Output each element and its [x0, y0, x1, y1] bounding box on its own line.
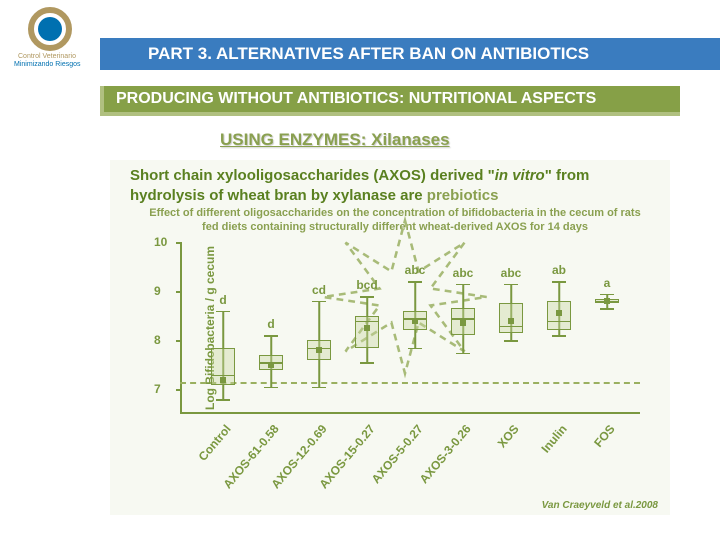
- significance-label: cd: [312, 283, 326, 297]
- y-tick-mark: [176, 389, 182, 391]
- boxplot-group: cd: [304, 242, 334, 414]
- chart-container: Short chain xylooligosaccharides (AXOS) …: [110, 160, 670, 515]
- y-tick-label: 7: [154, 382, 161, 396]
- y-tick-mark: [176, 291, 182, 293]
- topic-banner-text: PRODUCING WITHOUT ANTIBIOTICS: NUTRITION…: [116, 90, 596, 108]
- y-tick-label: 10: [154, 235, 167, 249]
- significance-label: d: [267, 317, 274, 331]
- whisker-cap-top: [408, 281, 422, 283]
- significance-label: a: [604, 276, 611, 290]
- mean-marker: [556, 310, 562, 316]
- significance-label: abc: [405, 263, 426, 277]
- mean-marker: [508, 318, 514, 324]
- section-banner-text: PART 3. ALTERNATIVES AFTER BAN ON ANTIBI…: [148, 44, 589, 64]
- whisker-cap-top: [264, 335, 278, 337]
- chart-title-italic: in vitro: [495, 167, 545, 184]
- boxplot-group: bcd: [352, 242, 382, 414]
- logo-dot-icon: [38, 17, 62, 41]
- chart-title-keyword: prebiotics: [427, 187, 499, 204]
- chart-title: Short chain xylooligosaccharides (AXOS) …: [130, 166, 660, 205]
- citation: Van Craeyveld et al.2008: [542, 500, 658, 511]
- whisker-cap-top: [552, 281, 566, 283]
- boxplot-group: abc: [400, 242, 430, 414]
- logo-text-2: Minimizando Riesgos: [14, 61, 81, 68]
- mean-marker: [316, 347, 322, 353]
- whisker-cap-top: [360, 296, 374, 298]
- significance-label: bcd: [356, 278, 377, 292]
- whisker-cap-top: [216, 311, 230, 313]
- chart-subtitle: Effect of different oligosaccharides on …: [140, 206, 650, 235]
- median-line: [355, 321, 379, 323]
- whisker-cap-bottom: [408, 348, 422, 350]
- chart-title-part1: Short chain xylooligosaccharides (AXOS) …: [130, 167, 495, 184]
- whisker-cap-top: [600, 294, 614, 296]
- boxplot-group: d: [208, 242, 238, 414]
- y-tick-label: 9: [154, 284, 161, 298]
- significance-label: abc: [453, 266, 474, 280]
- mean-marker: [460, 320, 466, 326]
- whisker-cap-top: [312, 301, 326, 303]
- logo-text-1: Control Veterinario: [18, 53, 76, 60]
- y-axis: [180, 242, 182, 414]
- whisker-cap-bottom: [264, 387, 278, 389]
- whisker-cap-bottom: [600, 308, 614, 310]
- mean-marker: [412, 318, 418, 324]
- median-line: [499, 326, 523, 328]
- slide-subtitle: USING ENZYMES: Xilanases: [220, 130, 450, 150]
- y-tick-mark: [176, 340, 182, 342]
- mean-marker: [604, 298, 610, 304]
- whisker-cap-bottom: [456, 353, 470, 355]
- topic-banner: PRODUCING WITHOUT ANTIBIOTICS: NUTRITION…: [100, 86, 680, 116]
- whisker-cap-bottom: [552, 335, 566, 337]
- y-tick-label: 8: [154, 333, 161, 347]
- whisker-cap-top: [456, 284, 470, 286]
- boxplot-group: ab: [544, 242, 574, 414]
- median-line: [547, 321, 571, 323]
- mean-marker: [220, 377, 226, 383]
- whisker-cap-bottom: [360, 362, 374, 364]
- significance-label: abc: [501, 266, 522, 280]
- mean-marker: [364, 325, 370, 331]
- boxplot-group: a: [592, 242, 622, 414]
- boxplot-group: d: [256, 242, 286, 414]
- whisker-cap-top: [504, 284, 518, 286]
- whisker-cap-bottom: [312, 387, 326, 389]
- whisker-cap-bottom: [504, 340, 518, 342]
- logo: Control Veterinario Minimizando Riesgos: [10, 5, 90, 65]
- significance-label: d: [219, 293, 226, 307]
- boxplot-group: abc: [448, 242, 478, 414]
- y-tick-mark: [176, 242, 182, 244]
- significance-label: ab: [552, 263, 566, 277]
- boxplot-group: abc: [496, 242, 526, 414]
- plot-area: Log Bifidobacteria / g cecum ddcdbcdabca…: [180, 242, 640, 414]
- whisker-cap-bottom: [216, 399, 230, 401]
- mean-marker: [268, 362, 274, 368]
- section-banner: PART 3. ALTERNATIVES AFTER BAN ON ANTIBI…: [100, 38, 720, 70]
